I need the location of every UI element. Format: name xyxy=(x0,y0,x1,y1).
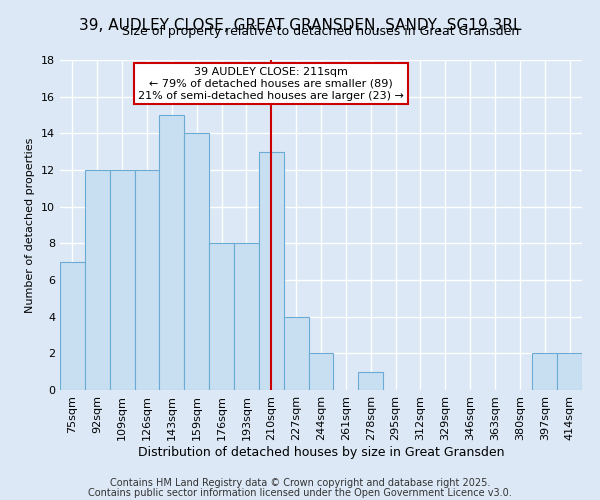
Bar xyxy=(308,354,334,390)
X-axis label: Distribution of detached houses by size in Great Gransden: Distribution of detached houses by size … xyxy=(138,446,504,458)
Bar xyxy=(209,244,234,390)
Bar xyxy=(557,354,582,390)
Text: 39 AUDLEY CLOSE: 211sqm
← 79% of detached houses are smaller (89)
21% of semi-de: 39 AUDLEY CLOSE: 211sqm ← 79% of detache… xyxy=(139,68,404,100)
Bar xyxy=(184,134,209,390)
Bar xyxy=(85,170,110,390)
Bar xyxy=(284,316,308,390)
Bar xyxy=(110,170,134,390)
Text: 39, AUDLEY CLOSE, GREAT GRANSDEN, SANDY, SG19 3RL: 39, AUDLEY CLOSE, GREAT GRANSDEN, SANDY,… xyxy=(79,18,521,32)
Text: Contains public sector information licensed under the Open Government Licence v3: Contains public sector information licen… xyxy=(88,488,512,498)
Bar xyxy=(60,262,85,390)
Bar xyxy=(234,244,259,390)
Bar xyxy=(358,372,383,390)
Bar xyxy=(532,354,557,390)
Bar xyxy=(259,152,284,390)
Text: Contains HM Land Registry data © Crown copyright and database right 2025.: Contains HM Land Registry data © Crown c… xyxy=(110,478,490,488)
Y-axis label: Number of detached properties: Number of detached properties xyxy=(25,138,35,312)
Title: Size of property relative to detached houses in Great Gransden: Size of property relative to detached ho… xyxy=(122,25,520,38)
Bar xyxy=(160,115,184,390)
Bar xyxy=(134,170,160,390)
